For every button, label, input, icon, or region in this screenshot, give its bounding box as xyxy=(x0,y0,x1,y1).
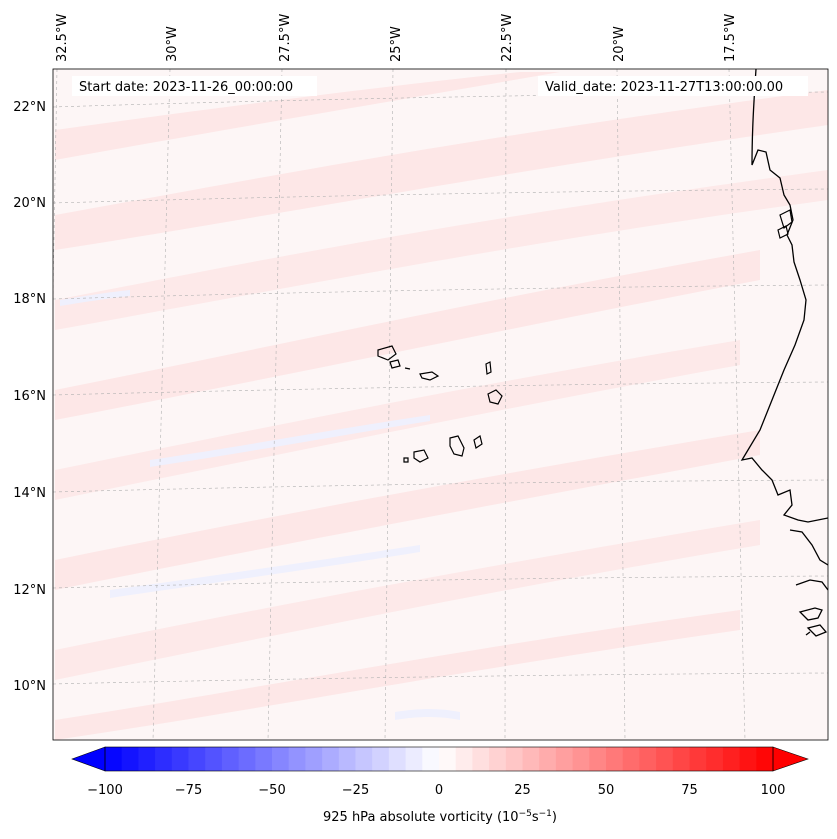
colorbar-cell xyxy=(155,747,173,771)
colorbar-cell xyxy=(706,747,724,771)
latitude-labels: 22°N 20°N 18°N 16°N 14°N 12°N 10°N xyxy=(13,100,46,694)
colorbar-cell xyxy=(405,747,423,771)
colorbar-cell xyxy=(105,747,123,771)
colorbar-cell xyxy=(288,747,306,771)
latitude-label: 16°N xyxy=(13,389,46,404)
colorbar-cell xyxy=(171,747,189,771)
colorbar-cell xyxy=(372,747,390,771)
colorbar-tick-label: −50 xyxy=(258,783,285,798)
colorbar-cell xyxy=(439,747,457,771)
longitude-label: 25°W xyxy=(389,26,404,62)
longitude-label: 17.5°W xyxy=(723,14,738,62)
latitude-label: 10°N xyxy=(13,679,46,694)
colorbar-tick-label: −25 xyxy=(342,783,369,798)
start-date-label: Start date: 2023-11-26_00:00:00 xyxy=(79,80,293,95)
colorbar: −100 −75 −50 −25 0 25 50 75 100 925 hPa … xyxy=(71,746,809,825)
colorbar-cell xyxy=(472,747,490,771)
map-panel xyxy=(53,69,828,740)
colorbar-tick-label: 0 xyxy=(435,783,443,798)
cape-verde-islands xyxy=(377,345,503,463)
colorbar-min-extend-arrow xyxy=(71,746,106,772)
colorbar-cell xyxy=(455,747,473,771)
colorbar-cell xyxy=(272,747,290,771)
longitude-label: 20°W xyxy=(612,26,627,62)
longitude-label: 27.5°W xyxy=(278,14,293,62)
vorticity-field-streaks xyxy=(55,72,828,740)
colorbar-cell xyxy=(221,747,240,771)
colorbar-cell xyxy=(589,747,607,771)
colorbar-cell xyxy=(689,747,707,771)
latitude-label: 12°N xyxy=(13,583,46,598)
colorbar-cell xyxy=(205,747,223,771)
colorbar-frame xyxy=(104,746,774,772)
colorbar-cell xyxy=(305,747,323,771)
colorbar-cell xyxy=(622,747,640,771)
coastal-island xyxy=(779,209,793,229)
colorbar-cell xyxy=(188,747,206,771)
valid-date-box xyxy=(538,76,808,96)
colorbar-tick-label: −100 xyxy=(87,783,123,798)
graticule xyxy=(53,69,828,740)
colorbar-max-extend-arrow xyxy=(772,746,809,772)
colorbar-cell xyxy=(522,747,540,771)
colorbar-tick-label: 50 xyxy=(598,783,615,798)
latitude-label: 14°N xyxy=(13,486,46,501)
colorbar-cells xyxy=(105,747,774,771)
colorbar-cell xyxy=(606,747,624,771)
longitude-label: 22.5°W xyxy=(500,14,515,62)
colorbar-cell xyxy=(672,747,690,771)
colorbar-cell xyxy=(756,747,774,771)
colorbar-tick-label: 100 xyxy=(761,783,786,798)
coastal-island xyxy=(777,225,789,239)
colorbar-cell xyxy=(656,747,674,771)
latitude-label: 20°N xyxy=(13,196,46,211)
colorbar-cell xyxy=(739,747,757,771)
colorbar-cell xyxy=(722,747,741,771)
latitude-label: 22°N xyxy=(13,100,46,115)
colorbar-tick-label: −75 xyxy=(175,783,202,798)
colorbar-cell xyxy=(572,747,590,771)
colorbar-cell xyxy=(539,747,557,771)
colorbar-cell xyxy=(138,747,156,771)
colorbar-cell xyxy=(489,747,507,771)
colorbar-cell xyxy=(505,747,523,771)
colorbar-cell xyxy=(555,747,574,771)
colorbar-ticks: −100 −75 −50 −25 0 25 50 75 100 xyxy=(87,783,785,798)
colorbar-cell xyxy=(422,747,440,771)
valid-date-label: Valid_date: 2023-11-27T13:00:00.00 xyxy=(545,80,783,95)
colorbar-tick-label: 25 xyxy=(514,783,531,798)
colorbar-cell xyxy=(121,747,139,771)
colorbar-tick-label: 75 xyxy=(681,783,698,798)
colorbar-title: 925 hPa absolute vorticity (10−5s−1) xyxy=(323,809,557,825)
start-date-box xyxy=(72,76,317,96)
colorbar-cell xyxy=(255,747,273,771)
longitude-label: 32.5°W xyxy=(55,14,70,62)
colorbar-cell xyxy=(338,747,356,771)
colorbar-cell xyxy=(238,747,256,771)
colorbar-cell xyxy=(639,747,657,771)
latitude-label: 18°N xyxy=(13,292,46,307)
colorbar-cell xyxy=(322,747,340,771)
longitude-labels: 32.5°W 30°W 27.5°W 25°W 22.5°W 20°W 17.5… xyxy=(55,14,738,62)
longitude-label: 30°W xyxy=(165,26,180,62)
colorbar-cell xyxy=(388,747,407,771)
colorbar-cell xyxy=(355,747,373,771)
map-frame xyxy=(52,68,829,741)
